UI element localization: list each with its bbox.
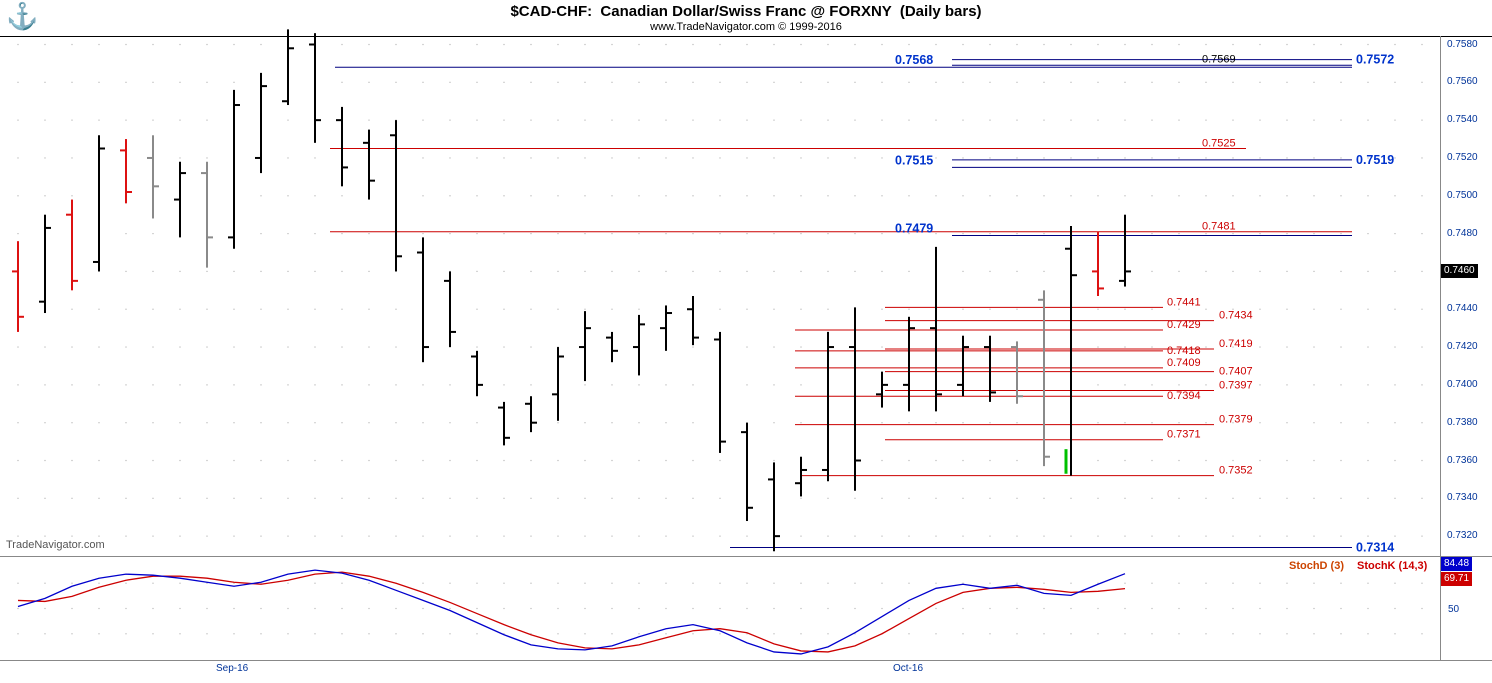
stochd-value-badge: 69.71	[1441, 572, 1473, 586]
price-level-label: 0.7314	[1356, 540, 1394, 554]
ohlc-bar	[714, 331, 726, 453]
stochk-line	[17, 569, 1126, 655]
chart-title: $CAD-CHF: Canadian Dollar/Swiss Franc @ …	[510, 3, 982, 20]
price-level-label: 0.7569	[1202, 53, 1236, 65]
ohlc-bar	[984, 335, 996, 402]
price-level-label: 0.7525	[1202, 138, 1236, 150]
ohlc-bar	[930, 246, 942, 412]
ohlc-bar	[741, 422, 753, 522]
ohlc-bar	[687, 296, 699, 346]
trade-navigator-logo-icon: ⚓	[6, 1, 39, 31]
price-level-label: 0.7434	[1219, 310, 1253, 322]
chart-header: $CAD-CHF: Canadian Dollar/Swiss Franc @ …	[0, 0, 1492, 33]
price-level-label: 0.7481	[1202, 221, 1236, 233]
price-level-label: 0.7379	[1219, 414, 1253, 426]
ohlc-bar	[903, 316, 915, 412]
ohlc-bar	[1038, 290, 1050, 467]
stochd-line	[17, 571, 1126, 653]
ohlc-bar	[1011, 341, 1023, 404]
price-level-label: 0.7352	[1219, 465, 1253, 477]
ohlc-bar	[228, 89, 240, 249]
price-level-label: 0.7515	[895, 153, 933, 167]
price-level-label: 0.7409	[1167, 357, 1201, 369]
ohlc-bar	[1065, 226, 1077, 476]
price-level-label: 0.7441	[1167, 296, 1201, 308]
ohlc-bar	[795, 456, 807, 497]
ohlc-bar	[1092, 231, 1104, 296]
ohlc-bar	[336, 106, 348, 187]
ohlc-bar	[957, 335, 969, 397]
price-level-label: 0.7407	[1219, 366, 1253, 378]
ohlc-bars	[12, 29, 1131, 552]
price-level-label: 0.7397	[1219, 380, 1253, 392]
x-axis-label-sep16: Sep-16	[216, 663, 249, 674]
ohlc-bar	[444, 271, 456, 348]
ohlc-bar	[174, 161, 186, 238]
ohlc-bar	[390, 120, 402, 272]
ohlc-bar	[66, 199, 78, 291]
price-level-label: 0.7418	[1167, 345, 1201, 357]
price-level-label: 0.7429	[1167, 319, 1201, 331]
ohlc-bar	[201, 161, 213, 268]
stochk-value-badge: 84.48	[1441, 557, 1473, 571]
ohlc-bar	[363, 129, 375, 200]
ohlc-bar	[12, 241, 24, 332]
stoch-mid-tick-label: 50	[1448, 604, 1460, 615]
price-level-label: 0.7572	[1356, 53, 1394, 67]
ohlc-bar	[255, 72, 267, 174]
ohlc-bar	[1119, 214, 1131, 287]
ohlc-bar	[579, 311, 591, 382]
price-level-label: 0.7568	[895, 53, 933, 67]
ohlc-bar	[147, 135, 159, 219]
ohlc-bar	[39, 214, 51, 314]
ohlc-bar	[417, 237, 429, 363]
ohlc-bar	[552, 347, 564, 421]
x-axis-label-oct16: Oct-16	[893, 663, 924, 674]
price-level-label: 0.7371	[1167, 429, 1201, 441]
ohlc-bar	[120, 139, 132, 204]
price-level-label: 0.7394	[1167, 390, 1201, 402]
support-resistance-levels	[330, 59, 1352, 548]
stochk-indicator-label[interactable]: StochK (14,3)	[1357, 560, 1428, 572]
ohlc-bar	[93, 135, 105, 272]
price-level-label: 0.7519	[1356, 153, 1394, 167]
ohlc-bar	[633, 314, 645, 376]
ohlc-bar	[822, 331, 834, 482]
price-level-label: 0.7479	[895, 221, 933, 235]
ohlc-bar	[525, 396, 537, 433]
ohlc-bar	[471, 350, 483, 397]
ohlc-bar	[309, 33, 321, 143]
ohlc-bar	[876, 371, 888, 408]
ohlc-bar	[768, 462, 780, 552]
ohlc-bar	[660, 305, 672, 351]
ohlc-bar	[498, 401, 510, 446]
ohlc-bar	[282, 29, 294, 106]
ohlc-bar	[606, 331, 618, 363]
price-level-label: 0.7419	[1219, 338, 1253, 350]
ohlc-bar	[849, 307, 861, 491]
chart-subtitle: www.TradeNavigator.com © 1999-2016	[650, 21, 842, 33]
watermark-text: TradeNavigator.com	[6, 539, 105, 551]
stochd-indicator-label[interactable]: StochD (3)	[1289, 560, 1344, 572]
last-price-badge: 0.7460	[1441, 264, 1478, 279]
